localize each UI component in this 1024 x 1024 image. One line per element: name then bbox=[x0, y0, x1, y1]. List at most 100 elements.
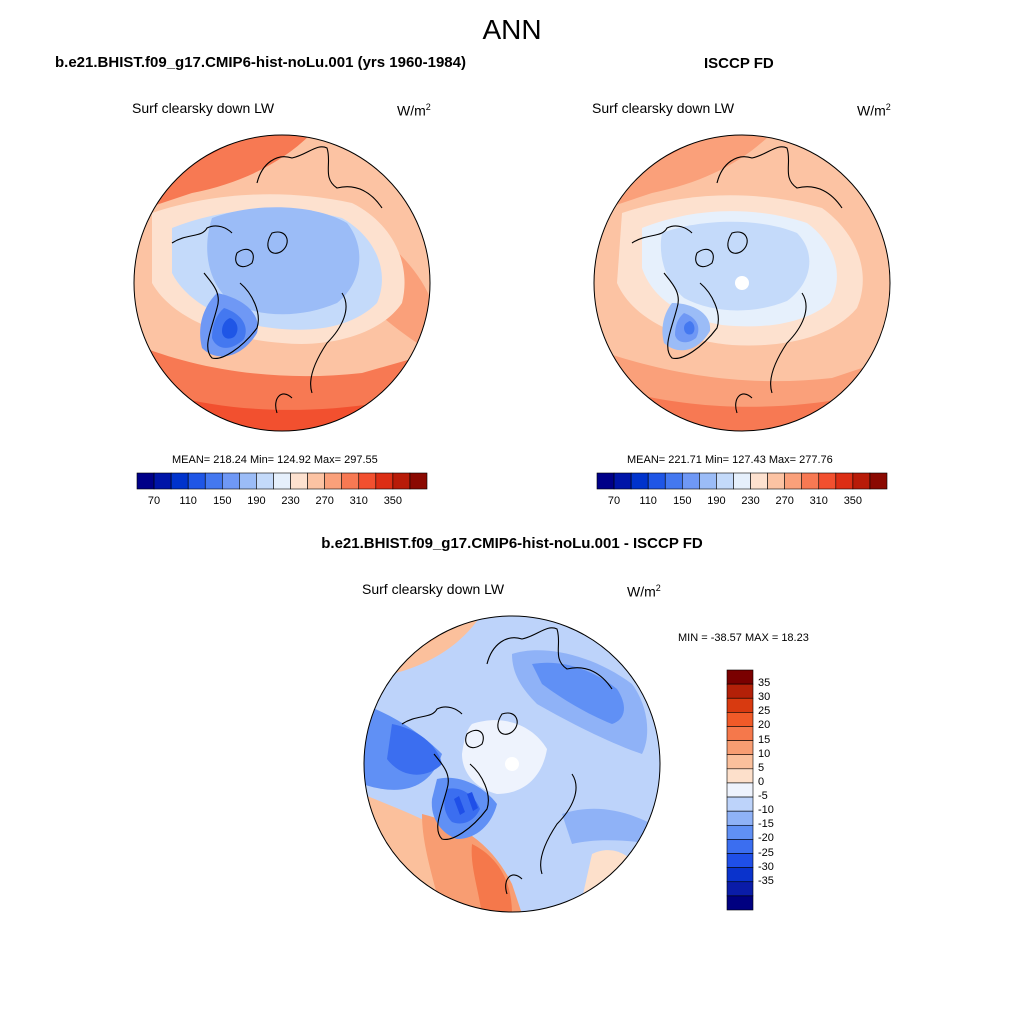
obs-colorbar-swatch bbox=[750, 472, 768, 490]
diff-colorbar-tick-label: -35 bbox=[758, 874, 774, 887]
model-colorbar-swatch bbox=[341, 472, 360, 490]
diff-colorbar-swatch bbox=[726, 669, 754, 685]
obs-stats: MEAN= 221.71 Min= 127.43 Max= 277.76 bbox=[627, 454, 833, 466]
obs-case-title: ISCCP FD bbox=[704, 55, 774, 72]
obs-colorbar-tick-label: 310 bbox=[809, 495, 828, 507]
obs-colorbar-tick-label: 110 bbox=[639, 495, 657, 507]
obs-colorbar-tick-label: 190 bbox=[707, 495, 726, 507]
model-colorbar-swatch bbox=[153, 472, 172, 490]
diff-colorbar-tick-label: 35 bbox=[758, 677, 771, 690]
diff-colorbar-tick-label: -15 bbox=[758, 818, 774, 831]
model-colorbar-swatch bbox=[204, 472, 223, 490]
diff-colorbar-swatch bbox=[726, 768, 754, 784]
diff-colorbar-tick-label: 25 bbox=[758, 705, 771, 718]
diff-variable-label: Surf clearsky down LW bbox=[362, 581, 505, 597]
diff-colorbar-swatch bbox=[726, 824, 754, 840]
model-colorbar-swatch bbox=[256, 472, 274, 490]
model-stats: MEAN= 218.24 Min= 124.92 Max= 297.55 bbox=[172, 454, 378, 466]
diff-stats: MIN = -38.57 MAX = 18.23 bbox=[678, 632, 809, 644]
model-colorbar-swatch bbox=[221, 472, 240, 490]
diff-colorbar-swatch bbox=[726, 782, 754, 798]
diff-colorbar-swatch bbox=[726, 683, 754, 699]
model-colorbar-swatch bbox=[136, 472, 155, 490]
diff-colorbar-swatch bbox=[726, 867, 754, 883]
model-colorbar-tick-label: 270 bbox=[315, 495, 334, 507]
model-colorbar-tick-label: 230 bbox=[281, 495, 300, 507]
diff-colorbar-swatch bbox=[726, 796, 754, 812]
obs-colorbar-swatch bbox=[716, 472, 734, 490]
diff-colorbar-tick-label: -30 bbox=[758, 860, 774, 873]
obs-colorbar-swatch bbox=[699, 472, 717, 490]
obs-colorbar bbox=[596, 472, 888, 490]
model-colorbar-tick-label: 310 bbox=[349, 495, 368, 507]
diff-colorbar-swatch bbox=[726, 853, 754, 868]
diff-colorbar-tick-label: -25 bbox=[758, 846, 774, 859]
obs-colorbar-tick-label: 270 bbox=[775, 495, 794, 507]
obs-colorbar-tick-label: 70 bbox=[607, 495, 621, 507]
model-colorbar-swatch bbox=[358, 472, 377, 490]
diff-case-title: b.e21.BHIST.f09_g17.CMIP6-hist-noLu.001 … bbox=[321, 535, 703, 552]
obs-colorbar-swatch bbox=[733, 472, 751, 490]
model-colorbar-swatch bbox=[290, 472, 308, 490]
model-colorbar-swatch bbox=[170, 472, 189, 490]
model-polar-map bbox=[133, 134, 431, 432]
diff-colorbar-swatch bbox=[726, 726, 754, 741]
obs-colorbar-ticks: 70 110 150 190 230 270 310 350 bbox=[597, 495, 887, 509]
obs-polar-map bbox=[593, 134, 891, 432]
model-colorbar-tick-label: 190 bbox=[247, 495, 266, 507]
model-units-label: W/m2 bbox=[397, 102, 431, 119]
diff-polar-map bbox=[363, 615, 661, 913]
obs-colorbar-swatch bbox=[852, 472, 871, 490]
model-variable-label: Surf clearsky down LW bbox=[132, 100, 275, 116]
obs-colorbar-swatch bbox=[869, 472, 888, 490]
obs-colorbar-swatch bbox=[818, 472, 837, 490]
diff-colorbar-tick-label: 10 bbox=[758, 747, 771, 760]
model-colorbar-ticks: 70 110 150 190 230 270 310 350 bbox=[137, 495, 427, 509]
diff-colorbar-swatch bbox=[726, 839, 754, 854]
model-colorbar-swatch bbox=[307, 472, 325, 490]
obs-colorbar-swatch bbox=[647, 472, 666, 490]
model-case-title: b.e21.BHIST.f09_g17.CMIP6-hist-noLu.001 … bbox=[55, 54, 466, 71]
obs-colorbar-swatch bbox=[613, 472, 632, 490]
diff-colorbar-ticks: 35 30 25 20 15 10 5 0 -5 -10 -15 -20 -25 -30 -35 bbox=[758, 670, 798, 910]
obs-colorbar-swatch bbox=[596, 472, 615, 490]
diff-colorbar-tick-label: 0 bbox=[758, 775, 765, 788]
diff-colorbar-swatch bbox=[726, 881, 754, 897]
diff-colorbar-swatch bbox=[726, 697, 754, 713]
obs-units-label: W/m2 bbox=[857, 102, 891, 119]
model-colorbar-swatch bbox=[239, 472, 257, 490]
diff-colorbar-tick-label: -5 bbox=[758, 790, 768, 803]
figure-title: ANN bbox=[482, 14, 542, 45]
diff-colorbar-swatch bbox=[726, 754, 754, 770]
diff-units-label: W/m2 bbox=[627, 583, 661, 600]
diff-colorbar-tick-label: 30 bbox=[758, 691, 771, 704]
obs-colorbar-swatch bbox=[801, 472, 820, 490]
model-colorbar-tick-label: 350 bbox=[383, 495, 403, 507]
diff-colorbar-tick-label: 5 bbox=[758, 761, 765, 774]
obs-colorbar-swatch bbox=[630, 472, 649, 490]
model-colorbar-swatch bbox=[409, 472, 428, 490]
obs-colorbar-swatch bbox=[664, 472, 683, 490]
model-colorbar-tick-label: 70 bbox=[147, 495, 161, 507]
obs-colorbar-tick-label: 350 bbox=[843, 495, 863, 507]
diff-colorbar-tick-label: 15 bbox=[758, 733, 771, 746]
model-colorbar-swatch bbox=[187, 472, 206, 490]
obs-variable-label: Surf clearsky down LW bbox=[592, 100, 735, 116]
model-colorbar-swatch bbox=[375, 472, 394, 490]
obs-colorbar-swatch bbox=[835, 472, 854, 490]
model-colorbar-tick-label: 110 bbox=[179, 495, 197, 507]
diff-colorbar-swatch bbox=[726, 712, 754, 727]
model-colorbar bbox=[136, 472, 428, 490]
obs-colorbar-swatch bbox=[784, 472, 803, 490]
obs-colorbar-tick-label: 230 bbox=[741, 495, 760, 507]
diff-colorbar-tick-label: 20 bbox=[758, 719, 771, 732]
model-colorbar-tick-label: 150 bbox=[213, 495, 232, 507]
obs-colorbar-swatch bbox=[767, 472, 785, 490]
obs-colorbar-tick-label: 150 bbox=[673, 495, 692, 507]
diff-colorbar-tick-label: -10 bbox=[758, 804, 774, 817]
model-colorbar-swatch bbox=[324, 472, 343, 490]
diff-colorbar-tick-label: -20 bbox=[758, 832, 774, 845]
obs-colorbar-swatch bbox=[681, 472, 700, 490]
diff-colorbar-swatch bbox=[726, 895, 754, 911]
diff-colorbar-swatch bbox=[726, 740, 754, 756]
